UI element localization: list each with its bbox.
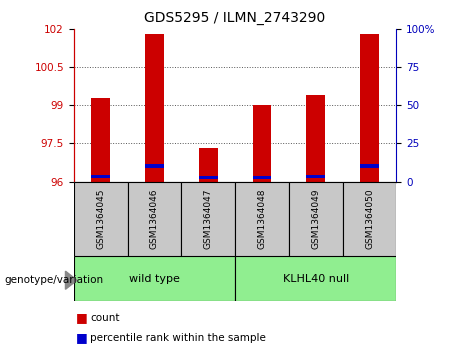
Polygon shape bbox=[65, 271, 77, 289]
Bar bbox=[145, 34, 164, 182]
Bar bbox=[199, 176, 218, 179]
Text: GSM1364050: GSM1364050 bbox=[365, 188, 374, 249]
Bar bbox=[91, 175, 110, 179]
Text: GSM1364047: GSM1364047 bbox=[204, 188, 213, 249]
Bar bbox=[289, 182, 343, 256]
Bar bbox=[253, 105, 272, 182]
Text: wild type: wild type bbox=[129, 274, 180, 284]
Bar bbox=[145, 164, 164, 167]
Text: KLHL40 null: KLHL40 null bbox=[283, 274, 349, 284]
Bar bbox=[235, 182, 289, 256]
Title: GDS5295 / ILMN_2743290: GDS5295 / ILMN_2743290 bbox=[144, 11, 326, 25]
Bar bbox=[74, 256, 235, 301]
Bar bbox=[199, 148, 218, 182]
Text: genotype/variation: genotype/variation bbox=[5, 275, 104, 285]
Text: GSM1364049: GSM1364049 bbox=[311, 188, 320, 249]
Text: ■: ■ bbox=[76, 311, 88, 324]
Bar bbox=[307, 95, 325, 182]
Text: GSM1364048: GSM1364048 bbox=[258, 188, 266, 249]
Bar bbox=[307, 175, 325, 179]
Text: GSM1364045: GSM1364045 bbox=[96, 188, 105, 249]
Bar bbox=[235, 256, 396, 301]
Text: count: count bbox=[90, 313, 119, 323]
Bar bbox=[360, 34, 379, 182]
Bar bbox=[181, 182, 235, 256]
Bar bbox=[74, 182, 128, 256]
Bar bbox=[253, 176, 272, 179]
Text: percentile rank within the sample: percentile rank within the sample bbox=[90, 333, 266, 343]
Bar bbox=[128, 182, 181, 256]
Bar bbox=[343, 182, 396, 256]
Text: ■: ■ bbox=[76, 331, 88, 344]
Bar bbox=[360, 164, 379, 167]
Bar bbox=[91, 98, 110, 182]
Text: GSM1364046: GSM1364046 bbox=[150, 188, 159, 249]
